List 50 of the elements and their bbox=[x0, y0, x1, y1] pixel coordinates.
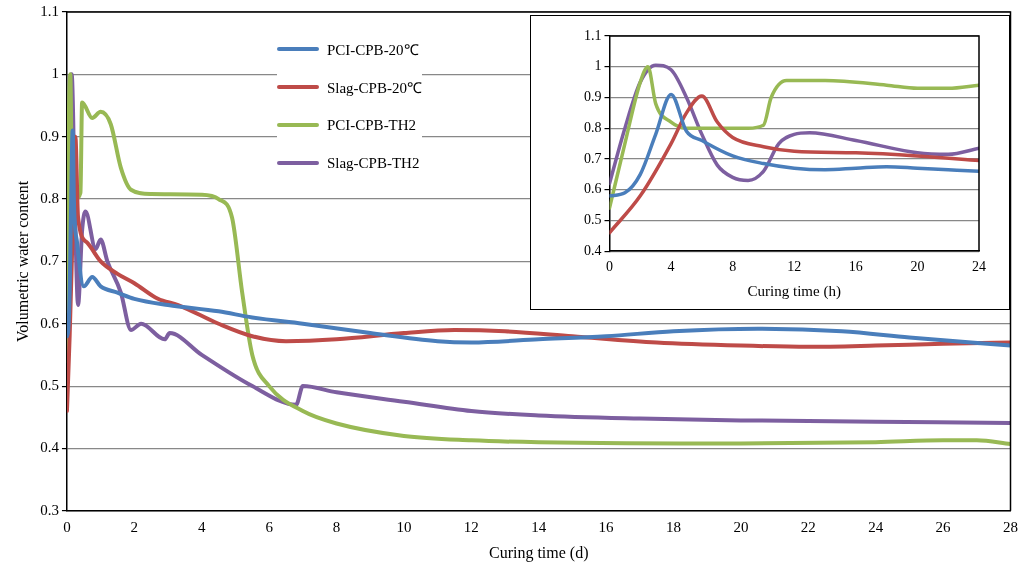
x-tick-label: 22 bbox=[800, 518, 816, 535]
y-tick-label: 0.3 bbox=[40, 501, 59, 518]
x-tick-label: 8 bbox=[332, 518, 341, 535]
y-tick-label: 1 bbox=[594, 58, 602, 74]
line-series bbox=[609, 63, 979, 186]
x-tick-label: 8 bbox=[729, 259, 737, 275]
line-series bbox=[609, 64, 979, 210]
y-tick-label: 0.4 bbox=[40, 439, 60, 456]
x-axis-title: Curing time (h) bbox=[747, 282, 841, 300]
x-tick-label: 6 bbox=[265, 518, 274, 535]
x-tick-label: 12 bbox=[787, 259, 802, 275]
y-tick-label: 0.7 bbox=[584, 150, 602, 166]
x-tick-label: 26 bbox=[935, 518, 952, 535]
x-tick-label: 24 bbox=[972, 259, 986, 275]
x-tick-label: 24 bbox=[868, 518, 884, 535]
y-tick-label: 0.6 bbox=[40, 314, 60, 331]
x-tick-label: 28 bbox=[1003, 518, 1018, 535]
y-tick-label: 0.8 bbox=[584, 119, 602, 135]
y-axis-title: Volumetric water content bbox=[13, 180, 31, 343]
line-series bbox=[609, 92, 979, 198]
y-tick-label: 0.5 bbox=[40, 377, 59, 394]
legend-label: PCI-CPB-TH2 bbox=[326, 116, 417, 134]
x-tick-label: 4 bbox=[197, 518, 206, 535]
y-tick-label: 0.8 bbox=[40, 189, 59, 206]
x-tick-label: 0 bbox=[606, 259, 613, 275]
line-series bbox=[609, 94, 979, 235]
x-tick-label: 2 bbox=[130, 518, 139, 535]
x-tick-label: 20 bbox=[910, 259, 925, 275]
legend-label: Slag-CPB-20℃ bbox=[326, 79, 422, 97]
y-tick-label: 1.1 bbox=[40, 2, 59, 19]
x-tick-label: 10 bbox=[396, 518, 412, 535]
y-tick-label: 1 bbox=[51, 65, 59, 82]
y-tick-label: 0.9 bbox=[40, 127, 59, 144]
x-tick-label: 18 bbox=[666, 518, 682, 535]
legend-label: PCI-CPB-20℃ bbox=[326, 41, 419, 59]
x-tick-label: 16 bbox=[848, 259, 863, 275]
y-tick-label: 0.4 bbox=[584, 242, 602, 258]
y-tick-label: 0.5 bbox=[584, 212, 602, 228]
x-tick-label: 14 bbox=[531, 518, 547, 535]
x-tick-label: 4 bbox=[667, 259, 675, 275]
x-tick-label: 16 bbox=[598, 518, 615, 535]
y-tick-label: 0.6 bbox=[584, 181, 602, 197]
y-tick-label: 1.1 bbox=[584, 27, 602, 43]
x-tick-label: 12 bbox=[463, 518, 479, 535]
y-tick-label: 0.7 bbox=[40, 252, 60, 269]
x-tick-label: 20 bbox=[733, 518, 749, 535]
x-tick-label: 0 bbox=[63, 518, 71, 535]
x-axis-title: Curing time (d) bbox=[488, 543, 589, 562]
y-tick-label: 0.9 bbox=[584, 89, 602, 105]
legend-label: Slag-CPB-TH2 bbox=[326, 154, 420, 172]
